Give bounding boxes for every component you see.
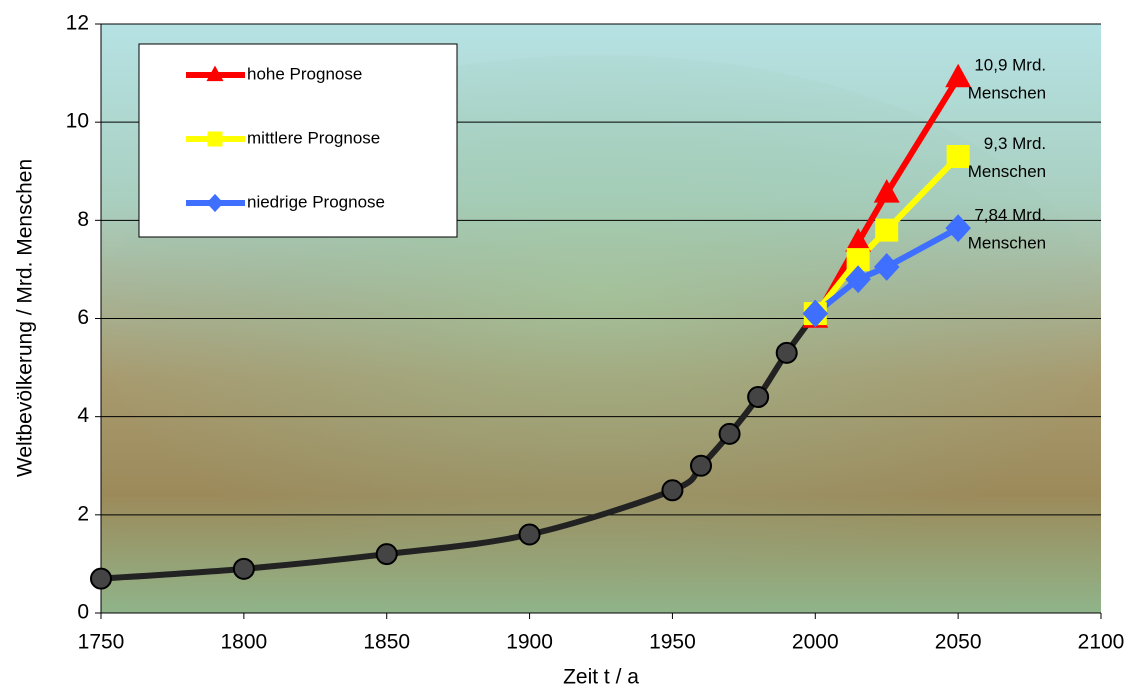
y-tick-label: 6 xyxy=(77,306,89,329)
legend-marker xyxy=(206,65,224,82)
x-axis-label: Zeit t / a xyxy=(563,666,639,689)
y-tick-label: 2 xyxy=(77,502,89,525)
marker xyxy=(873,179,900,203)
marker xyxy=(775,341,798,364)
marker xyxy=(690,454,712,477)
marker xyxy=(945,214,971,243)
x-tick-label: 1800 xyxy=(220,631,267,654)
marker xyxy=(661,479,684,502)
marker xyxy=(718,422,741,445)
marker xyxy=(90,567,112,590)
legend-label: hohe Prognose xyxy=(247,64,362,83)
y-tick-label: 0 xyxy=(77,601,89,624)
annotation: 7,84 Mrd. xyxy=(974,206,1046,225)
y-tick-label: 10 xyxy=(66,110,89,133)
series-line xyxy=(812,154,961,316)
y-tick-label: 12 xyxy=(66,12,89,35)
marker xyxy=(945,63,972,88)
marker xyxy=(846,248,870,272)
y-axis-label: Weltbevölkerung / Mrd. Menschen xyxy=(14,159,37,477)
annotation: Menschen xyxy=(968,162,1046,181)
annotation: 10,9 Mrd. xyxy=(974,55,1046,74)
marker xyxy=(802,299,829,328)
marker xyxy=(946,145,970,169)
annotation: 9,3 Mrd. xyxy=(984,134,1046,153)
x-tick-label: 2050 xyxy=(935,631,982,654)
series-line xyxy=(812,76,961,320)
x-tick-label: 2100 xyxy=(1078,631,1125,654)
series-line xyxy=(813,225,960,316)
marker xyxy=(875,218,899,242)
x-tick-label: 1750 xyxy=(78,631,125,654)
legend-label: mittlere Prognose xyxy=(247,128,380,147)
y-tick-label: 8 xyxy=(77,208,89,231)
legend-marker xyxy=(207,131,223,147)
marker xyxy=(375,543,398,566)
marker xyxy=(873,253,900,281)
marker xyxy=(518,523,541,546)
marker xyxy=(747,386,770,409)
marker xyxy=(845,265,871,294)
annotation: Menschen xyxy=(968,83,1046,102)
legend-label: niedrige Prognose xyxy=(247,192,385,211)
marker xyxy=(232,557,255,580)
x-tick-label: 2000 xyxy=(792,631,839,654)
x-tick-label: 1950 xyxy=(649,631,696,654)
y-tick-label: 4 xyxy=(77,404,89,427)
x-tick-label: 1850 xyxy=(363,631,410,654)
legend-marker xyxy=(206,193,224,213)
annotation: Menschen xyxy=(968,234,1046,253)
x-tick-label: 1900 xyxy=(506,631,553,654)
